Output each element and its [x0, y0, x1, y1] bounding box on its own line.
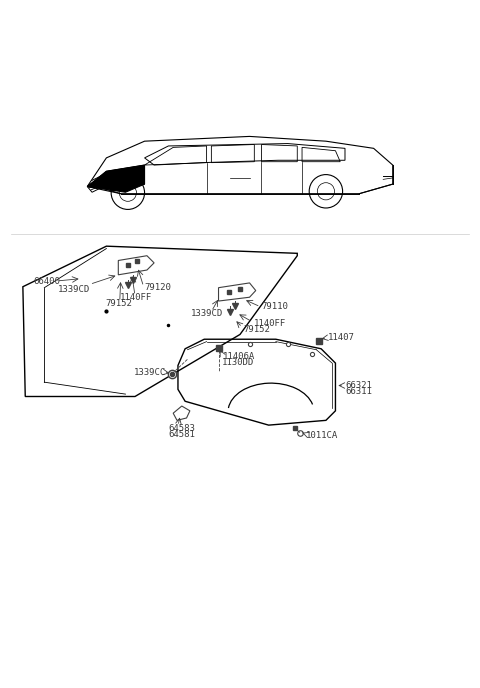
Text: 66321: 66321 [345, 380, 372, 389]
Text: 1130DD: 1130DD [222, 358, 254, 367]
Text: 1140FF: 1140FF [120, 293, 152, 302]
Text: 1140FF: 1140FF [253, 319, 286, 327]
Text: 64581: 64581 [168, 430, 195, 439]
Text: 64583: 64583 [168, 424, 195, 433]
Text: 79152: 79152 [243, 325, 270, 334]
Text: 11406A: 11406A [223, 352, 255, 361]
Text: 1339CD: 1339CD [58, 285, 90, 294]
Text: 1339CC: 1339CC [134, 367, 166, 376]
Polygon shape [107, 165, 144, 191]
Text: 1339CD: 1339CD [192, 310, 224, 319]
Text: 66311: 66311 [345, 387, 372, 396]
Text: 79110: 79110 [262, 302, 288, 311]
Text: 11407: 11407 [328, 333, 355, 343]
Text: 1011CA: 1011CA [306, 431, 338, 440]
Text: 66400: 66400 [34, 277, 60, 286]
Text: 79152: 79152 [106, 299, 132, 308]
Text: 79120: 79120 [144, 283, 171, 292]
Polygon shape [87, 165, 144, 192]
